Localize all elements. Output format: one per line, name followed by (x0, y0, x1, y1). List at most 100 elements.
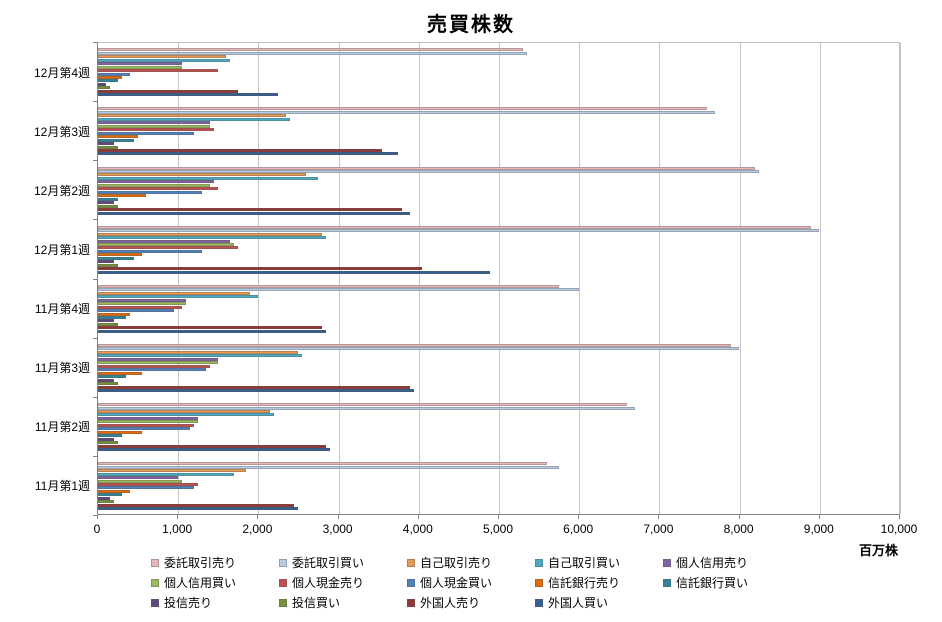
bar (98, 441, 119, 445)
bar (98, 190, 203, 194)
legend-label: 外国人売り (420, 596, 481, 610)
bar (98, 170, 759, 174)
bar (98, 249, 203, 253)
bar (98, 232, 323, 236)
legend-swatch (407, 598, 415, 607)
y-axis-tick (93, 42, 97, 43)
legend-item: 委託取引売り (151, 554, 279, 571)
legend-item: 外国人買い (535, 594, 663, 611)
y-axis-category-label: 11月第4週 (34, 302, 90, 317)
x-axis-label: 0 (93, 522, 101, 536)
legend-item: 個人信用買い (151, 574, 279, 591)
bar (98, 76, 123, 80)
y-axis-category-label: 11月第2週 (34, 420, 90, 435)
legend-item: 個人現金買い (407, 574, 535, 591)
bar (98, 48, 523, 52)
bar (98, 437, 115, 441)
bar (98, 364, 211, 368)
legend-item: 自己取引買い (535, 554, 663, 571)
y-axis-tick (93, 101, 97, 103)
bar (98, 420, 199, 424)
gridline (579, 43, 581, 514)
bar (98, 472, 235, 476)
bar (98, 89, 239, 93)
gridline (178, 43, 180, 514)
bar (98, 110, 715, 114)
bar (98, 246, 239, 250)
bar (98, 462, 547, 466)
bar (98, 486, 195, 490)
legend-label: 個人信用買い (164, 576, 237, 590)
legend-label: 個人現金売り (292, 576, 365, 590)
gridline (418, 43, 420, 514)
bar (98, 357, 219, 361)
gridline (819, 43, 821, 514)
bar (98, 145, 119, 149)
bar (98, 347, 739, 351)
bar (98, 385, 411, 389)
legend-swatch (663, 578, 671, 587)
bar (98, 128, 215, 132)
legend-label: 投信売り (164, 596, 213, 610)
bar (98, 382, 119, 386)
bar (98, 406, 635, 410)
bar (98, 236, 327, 240)
y-axis-category-label: 12月第2週 (33, 183, 90, 198)
bar (98, 79, 119, 83)
x-axis-label: 2,000 (242, 522, 273, 536)
bar (98, 51, 527, 55)
gridline (258, 43, 260, 514)
bar (98, 124, 211, 128)
bar (98, 305, 183, 309)
bar (98, 434, 123, 438)
bar (98, 138, 135, 142)
x-axis-tick (578, 515, 580, 519)
bar (98, 284, 559, 288)
legend-label: 信託銀行売り (548, 576, 621, 590)
legend-item: 信託銀行買い (663, 574, 791, 591)
legend-label: 自己取引売り (420, 556, 493, 570)
bar (98, 194, 147, 198)
legend-swatch (151, 598, 159, 607)
bar (98, 388, 415, 392)
bar (98, 166, 755, 170)
legend-swatch (407, 578, 415, 587)
bar (98, 368, 207, 372)
y-axis-tick (93, 160, 97, 162)
x-axis-tick (337, 515, 339, 519)
legend-label: 外国人買い (548, 596, 609, 610)
legend-label: 自己取引買い (548, 556, 621, 570)
legend-swatch (279, 578, 287, 587)
x-axis-label: 9,000 (803, 522, 834, 536)
bar (98, 507, 299, 511)
legend-item: 投信売り (151, 594, 279, 611)
axis-unit-label: 百万株 (858, 543, 898, 558)
legend-item: 委託取引買い (279, 554, 407, 571)
y-axis-category-label: 12月第3週 (33, 124, 90, 139)
bar (98, 309, 175, 313)
bar (98, 55, 227, 59)
legend-swatch (279, 558, 287, 567)
bar (98, 378, 115, 382)
plot-area (97, 42, 901, 515)
legend-item: 個人現金売り (279, 574, 407, 591)
bar (98, 225, 811, 229)
bar (98, 465, 559, 469)
bar (98, 413, 275, 417)
legend-item: 投信買い (279, 594, 407, 611)
x-axis-tick (658, 515, 660, 519)
legend-item: 外国人売り (407, 594, 535, 611)
bar (98, 315, 127, 319)
bar (98, 86, 110, 90)
bar (98, 208, 403, 212)
legend-label: 委託取引売り (164, 556, 237, 570)
legend-swatch (535, 578, 543, 587)
bar (98, 343, 731, 347)
bar (98, 427, 191, 431)
y-axis-category-label: 11月第1週 (34, 479, 90, 494)
bar (98, 260, 115, 264)
bar (98, 354, 303, 358)
x-axis-label: 3,000 (322, 522, 353, 536)
gridline (739, 43, 741, 514)
